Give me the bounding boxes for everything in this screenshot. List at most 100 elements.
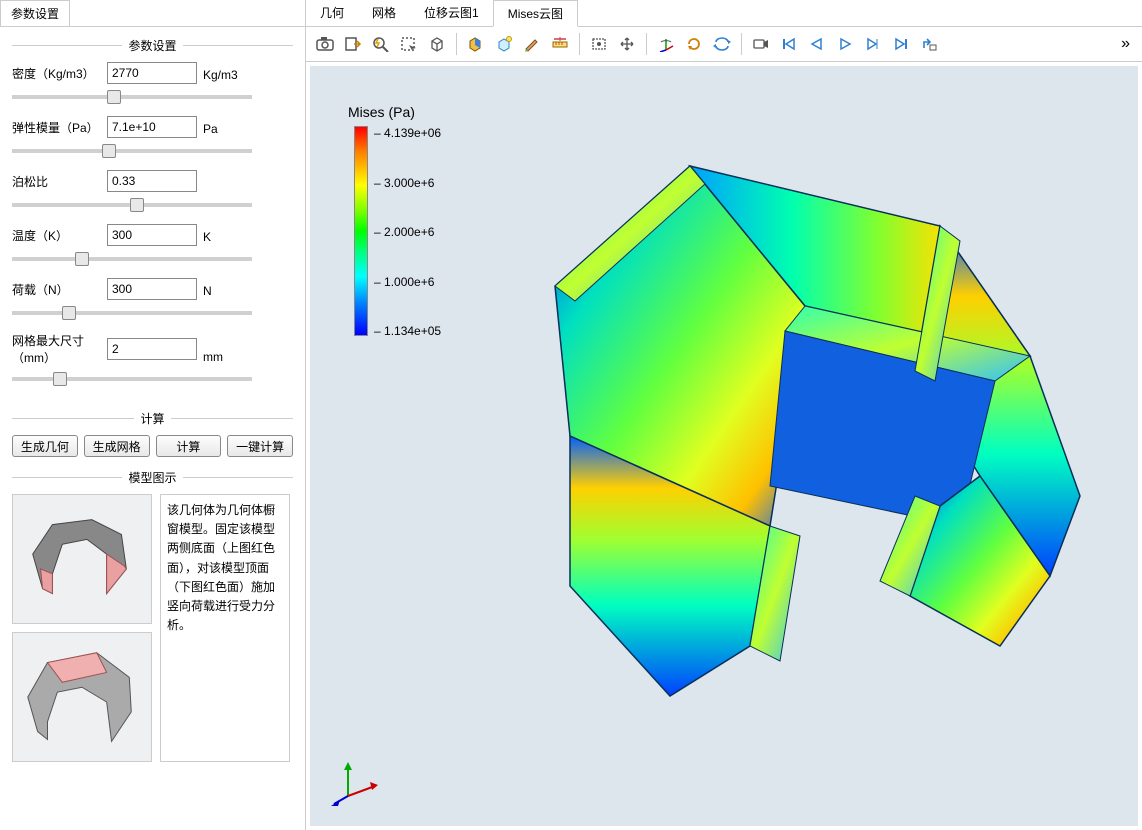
gen-mesh-button[interactable]: 生成网格 xyxy=(84,435,150,457)
param-slider-wrap xyxy=(12,370,293,384)
record-icon[interactable] xyxy=(748,31,774,57)
sidebar-content: 参数设置 密度（Kg/m3） Kg/m3 弹性模量（Pa） Pa 泊松比 温度（… xyxy=(0,27,305,830)
pan-icon[interactable] xyxy=(614,31,640,57)
param-unit: mm xyxy=(203,350,223,366)
calc-fieldset: 计算 生成几何 生成网格 计算 一键计算 xyxy=(12,410,293,457)
legend-tick: 4.139e+06 xyxy=(374,126,441,140)
param-slider-wrap xyxy=(12,250,293,264)
play-forward-icon[interactable] xyxy=(860,31,886,57)
param-slider-wrap xyxy=(12,196,293,210)
illus-description: 该几何体为几何体橱窗模型。固定该模型两侧底面（上图红色面），对该模型顶面（下图红… xyxy=(160,494,290,762)
toolbar-separator xyxy=(741,33,742,55)
play-icon[interactable] xyxy=(832,31,858,57)
param-slider-wrap xyxy=(12,304,293,318)
illus-bottom xyxy=(12,632,152,762)
params-legend: 参数设置 xyxy=(122,37,182,54)
param-unit: Pa xyxy=(203,122,218,138)
fem-result-shape xyxy=(440,106,1120,746)
illus-legend: 模型图示 xyxy=(122,469,182,486)
brush-icon[interactable] xyxy=(519,31,545,57)
legend-title: Mises (Pa) xyxy=(348,104,441,120)
tab-geometry[interactable]: 几何 xyxy=(306,0,358,26)
param-label: 密度（Kg/m3） xyxy=(12,65,107,82)
param-slider-0[interactable] xyxy=(12,95,252,99)
param-slider-2[interactable] xyxy=(12,203,252,207)
toolbar-expand[interactable]: » xyxy=(1115,35,1136,53)
sidebar-tab-params[interactable]: 参数设置 xyxy=(0,0,70,26)
axis-triad-icon xyxy=(330,756,380,806)
rotate-axes-icon[interactable] xyxy=(653,31,679,57)
tab-displacement[interactable]: 位移云图1 xyxy=(410,0,493,26)
param-unit: Kg/m3 xyxy=(203,68,238,84)
play-back-icon[interactable] xyxy=(804,31,830,57)
param-row-0: 密度（Kg/m3） Kg/m3 xyxy=(12,62,293,84)
flash-zoom-icon[interactable] xyxy=(368,31,394,57)
refresh-icon[interactable] xyxy=(681,31,707,57)
camera-icon[interactable] xyxy=(312,31,338,57)
sidebar-tab-row: 参数设置 xyxy=(0,0,305,27)
calc-button[interactable]: 计算 xyxy=(156,435,222,457)
cube-icon[interactable] xyxy=(424,31,450,57)
zoom-extents-icon[interactable] xyxy=(586,31,612,57)
params-fieldset: 参数设置 密度（Kg/m3） Kg/m3 弹性模量（Pa） Pa 泊松比 温度（… xyxy=(12,37,293,398)
param-input-4[interactable] xyxy=(107,278,197,300)
model-illustrations: 该几何体为几何体橱窗模型。固定该模型两侧底面（上图红色面），对该模型顶面（下图红… xyxy=(12,494,293,762)
param-unit: N xyxy=(203,284,212,300)
legend-tick: 1.134e+05 xyxy=(374,324,441,338)
param-slider-3[interactable] xyxy=(12,257,252,261)
param-slider-wrap xyxy=(12,142,293,156)
toolbar-separator xyxy=(579,33,580,55)
illus-top xyxy=(12,494,152,624)
param-input-5[interactable] xyxy=(107,338,197,360)
param-slider-wrap xyxy=(12,88,293,102)
param-slider-4[interactable] xyxy=(12,311,252,315)
illus-fieldset: 模型图示 xyxy=(12,469,293,762)
legend-tick: 2.000e+6 xyxy=(374,225,441,239)
select-box-icon[interactable] xyxy=(396,31,422,57)
param-unit: K xyxy=(203,230,211,246)
light-cube-icon[interactable] xyxy=(491,31,517,57)
param-label: 泊松比 xyxy=(12,173,107,190)
illus-column xyxy=(12,494,152,762)
toolbar-separator xyxy=(646,33,647,55)
param-row-4: 荷载（N） N xyxy=(12,278,293,300)
one-click-button[interactable]: 一键计算 xyxy=(227,435,293,457)
param-slider-5[interactable] xyxy=(12,377,252,381)
export-icon[interactable] xyxy=(340,31,366,57)
tab-mesh[interactable]: 网格 xyxy=(358,0,410,26)
legend-ticks: 4.139e+06 3.000e+6 2.000e+6 1.000e+6 1.134e+… xyxy=(374,126,441,338)
param-row-3: 温度（K） K xyxy=(12,224,293,246)
param-label: 温度（K） xyxy=(12,227,107,244)
param-row-2: 泊松比 xyxy=(12,170,293,192)
legend-tick: 1.000e+6 xyxy=(374,275,441,289)
param-input-0[interactable] xyxy=(107,62,197,84)
calc-button-row: 生成几何 生成网格 计算 一键计算 xyxy=(12,435,293,457)
share-icon[interactable] xyxy=(916,31,942,57)
param-label: 弹性模量（Pa） xyxy=(12,119,107,136)
param-input-2[interactable] xyxy=(107,170,197,192)
calc-legend: 计算 xyxy=(134,410,170,427)
toolbar-separator xyxy=(456,33,457,55)
param-row-5: 网格最大尺寸（mm） mm xyxy=(12,332,293,366)
skip-first-icon[interactable] xyxy=(776,31,802,57)
param-row-1: 弹性模量（Pa） Pa xyxy=(12,116,293,138)
color-legend: Mises (Pa) 4.139e+063.000e+62.000e+61.00… xyxy=(354,104,441,338)
block-color-icon[interactable] xyxy=(463,31,489,57)
param-label: 荷载（N） xyxy=(12,281,107,298)
sidebar: 参数设置 参数设置 密度（Kg/m3） Kg/m3 弹性模量（Pa） Pa 泊松… xyxy=(0,0,306,830)
param-input-3[interactable] xyxy=(107,224,197,246)
main-tabs: 几何 网格 位移云图1 Mises云图 xyxy=(306,0,1142,27)
legend-tick: 3.000e+6 xyxy=(374,176,441,190)
main-area: 几何 网格 位移云图1 Mises云图 » Mises (Pa) 4.139e+… xyxy=(306,0,1142,830)
legend-colorbar xyxy=(354,126,368,336)
param-input-1[interactable] xyxy=(107,116,197,138)
tab-mises[interactable]: Mises云图 xyxy=(493,0,578,27)
cycle-icon[interactable] xyxy=(709,31,735,57)
viewport[interactable]: Mises (Pa) 4.139e+06 3.000e+6 2.000e+6 1.00… xyxy=(310,66,1138,826)
skip-last-icon[interactable] xyxy=(888,31,914,57)
toolbar: » xyxy=(306,27,1142,62)
ruler-icon[interactable] xyxy=(547,31,573,57)
gen-geom-button[interactable]: 生成几何 xyxy=(12,435,78,457)
param-label: 网格最大尺寸（mm） xyxy=(12,332,107,366)
param-slider-1[interactable] xyxy=(12,149,252,153)
